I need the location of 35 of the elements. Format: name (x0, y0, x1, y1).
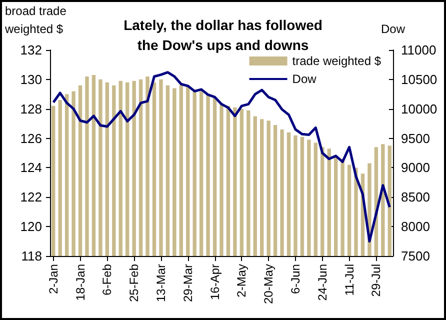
y-tick-label: 132 (20, 42, 42, 58)
y-tick-label: 128 (20, 101, 42, 116)
y2-tick-label: 9500 (401, 130, 430, 146)
x-tick-label: 24-Jun (315, 264, 330, 301)
y-axis-title: broad trade weighted $ (4, 4, 67, 36)
y2-tick-label: 10500 (401, 72, 438, 87)
x-tick-label: 25-Feb (127, 264, 142, 302)
y2-tick-label: 8000 (401, 219, 430, 234)
y2-tick-label: 11000 (401, 42, 436, 58)
x-tick-label: 2-Jan (46, 264, 60, 294)
y2-tick-label: 8500 (401, 190, 430, 205)
y-tick-label: 118 (21, 248, 42, 264)
x-tick-label: 20-May (262, 264, 276, 304)
y-tick-label: 126 (20, 130, 42, 146)
y2-axis-title: Dow (380, 22, 406, 36)
x-tick-label: 6-Jun (288, 264, 302, 294)
x-tick-label: 29-Jul (369, 264, 384, 297)
y-tick-label: 120 (20, 219, 42, 234)
x-tick-label: 6-Feb (100, 264, 114, 296)
x-tick-label: 18-Jan (73, 264, 88, 301)
legend-label: Dow (292, 72, 317, 86)
chart-title: Lately, the dollar has followed the Dow's ups and downs (124, 17, 322, 53)
legend-label: trade weighted $ (292, 54, 382, 68)
line-series (52, 71, 391, 243)
x-tick-label: 2-May (234, 264, 249, 298)
x-tick-label: 13-Mar (154, 264, 168, 302)
x-tick-label: 29-Mar (180, 264, 195, 302)
x-tick-label: 11-Jul (342, 264, 356, 296)
y2-tick-label: 7500 (401, 248, 430, 264)
y2-tick-label: 10000 (401, 101, 438, 116)
x-tick-label: 16-Apr (208, 264, 222, 300)
y-tick-label: 124 (20, 160, 42, 176)
y-tick-label: 130 (20, 72, 42, 87)
y2-tick-label: 9000 (401, 160, 430, 176)
y-tick-label: 122 (20, 190, 42, 205)
